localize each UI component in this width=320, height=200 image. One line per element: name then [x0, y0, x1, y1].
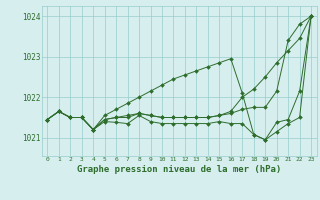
X-axis label: Graphe pression niveau de la mer (hPa): Graphe pression niveau de la mer (hPa) — [77, 165, 281, 174]
